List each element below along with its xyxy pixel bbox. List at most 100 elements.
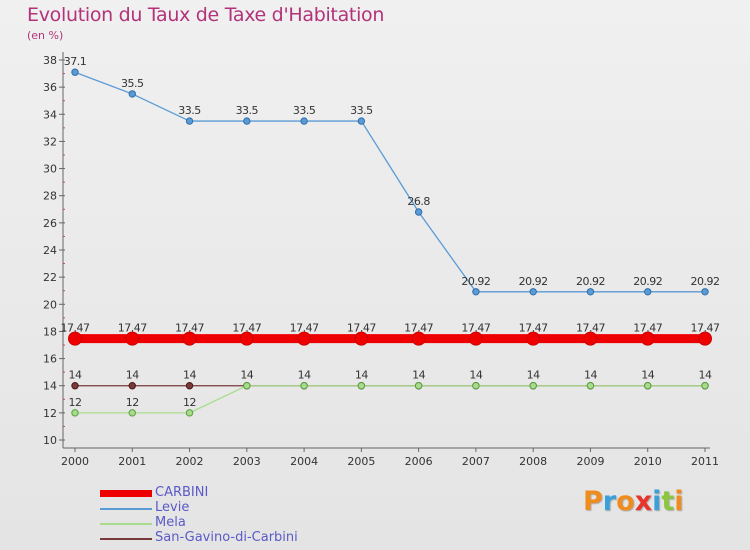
data-point [701,288,709,296]
data-label: 17.47 [519,322,548,335]
series-line [74,71,705,293]
data-label: 17.47 [175,322,204,335]
x-tick-label: 2011 [691,455,719,468]
data-point [529,382,537,390]
data-label: 17.47 [461,322,490,335]
data-point [701,382,709,390]
data-label: 20.92 [691,275,720,288]
data-label: 33.5 [350,104,373,117]
data-label: 33.5 [178,104,201,117]
x-tick-label: 2005 [347,455,375,468]
data-label: 14 [183,369,196,382]
y-tick-label: 32 [43,135,57,148]
data-point [472,288,480,296]
data-label: 26.8 [407,195,430,208]
data-point [586,382,595,390]
logo-letter: r [602,486,617,517]
y-tick-label: 38 [43,54,57,67]
logo-letter: i [674,486,684,517]
data-label: 17.47 [404,322,433,335]
data-label: 33.5 [293,104,316,117]
y-tick-label: 10 [43,434,57,447]
data-label: 14 [69,369,82,382]
x-tick-label: 2004 [290,455,318,468]
data-label: 20.92 [576,275,605,288]
data-point [644,382,652,390]
chart-title: Evolution du Taux de Taxe d'Habitation [27,4,385,26]
data-label: 14 [699,369,712,382]
data-point [182,331,197,346]
proxiti-logo: Proxiti [583,486,684,517]
data-label: 14 [527,369,540,382]
data-point [68,331,82,346]
series-levie: 37.1 35.5 33.5 33.5 33.5 33.5 26.8 20.92 20.92 20… [64,55,720,296]
y-tick-label: 18 [43,325,57,338]
x-tick-label: 2008 [519,455,547,468]
legend-swatch [100,508,152,510]
data-point [698,331,712,346]
data-label: 17.47 [633,322,662,335]
data-point [300,382,308,390]
legend-swatch [100,523,152,525]
x-tick-label: 2006 [405,455,433,468]
data-label: 33.5 [236,104,259,117]
data-label: 12 [183,396,196,409]
legend-swatch [100,538,152,540]
y-tick-label: 24 [43,244,57,257]
data-label: 14 [469,369,482,382]
data-label: 17.47 [290,322,319,335]
data-point [586,288,595,296]
series-mela: 12 12 12 [69,382,709,417]
data-point [125,331,140,346]
data-point [357,117,366,125]
data-point [472,382,480,390]
data-point [128,409,136,417]
y-tick-label: 26 [43,217,57,230]
y-tick-label: 34 [43,108,57,121]
x-tick-label: 2009 [576,455,604,468]
data-point [414,382,423,390]
data-point [354,331,369,346]
y-tick-label: 16 [43,353,57,366]
chart-subtitle: (en %) [27,29,64,42]
plot-area: 37.1 35.5 33.5 33.5 33.5 33.5 26.8 20.92 20.92 20… [61,55,720,417]
data-label: 17.47 [232,322,261,335]
data-label: 35.5 [121,77,144,90]
logo-letter: x [634,486,653,517]
data-point [128,90,136,98]
y-tick-label: 14 [43,380,57,393]
data-point [185,382,194,390]
data-label: 20.92 [519,275,548,288]
data-label: 12 [126,396,139,409]
legend-label: San-Gavino-di-Carbini [155,530,298,545]
y-tick-label: 30 [43,163,57,176]
data-point [243,117,251,125]
data-point [297,331,312,346]
data-point [71,382,79,390]
data-label: 37.1 [64,55,87,68]
data-label: 17.47 [61,322,90,335]
data-label: 17.47 [347,322,376,335]
data-point [411,331,426,346]
x-tick-label: 2010 [634,455,662,468]
data-label: 14 [298,369,311,382]
x-tick-label: 2007 [462,455,490,468]
data-point [468,331,483,346]
series-carbini: 17.47 17.47 17.47 17.47 17.47 17.47 17.47 17.47… [61,322,720,346]
data-point [71,409,79,417]
data-point [239,331,254,346]
legend-label: Levie [155,500,190,515]
y-tick-label: 20 [43,298,57,311]
logo-letter: i [652,486,662,517]
series-line [75,385,705,414]
data-label: 20.92 [633,275,662,288]
data-point [300,117,308,125]
data-point [529,288,537,296]
data-label: 17.47 [118,322,147,335]
data-point [185,409,194,417]
x-tick-label: 2002 [176,455,204,468]
data-label: 17.47 [576,322,605,335]
data-point [71,68,79,76]
data-point [414,208,423,216]
